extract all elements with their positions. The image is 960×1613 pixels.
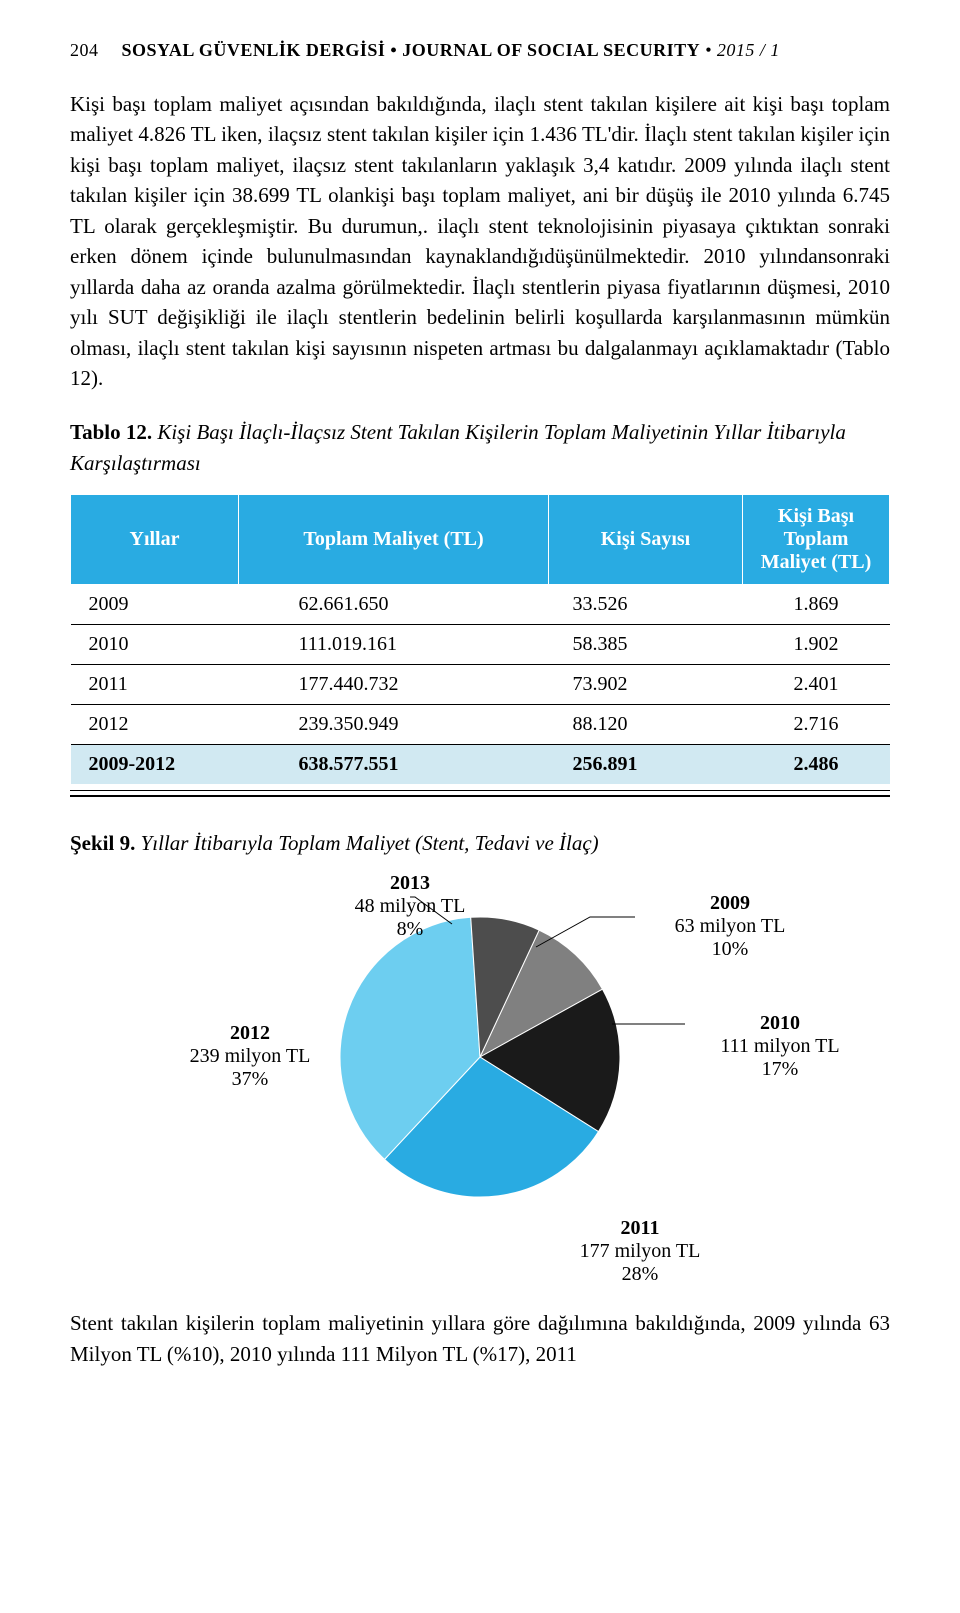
figure9-chart: 200963 milyon TL10% 2010111 milyon TL17% 2… xyxy=(70,862,890,1282)
table-row: 200962.661.65033.5261.869 xyxy=(71,585,890,625)
table-cell: 2.716 xyxy=(743,705,890,745)
running-head: 204 SOSYAL GÜVENLİK DERGİSİ • JOURNAL OF… xyxy=(70,40,890,61)
table-cell: 177.440.732 xyxy=(239,665,549,705)
page: 204 SOSYAL GÜVENLİK DERGİSİ • JOURNAL OF… xyxy=(0,0,960,1419)
journal-name: SOSYAL GÜVENLİK DERGİSİ • JOURNAL OF SOC… xyxy=(122,40,701,60)
table12-head: Yıllar Toplam Maliyet (TL) Kişi Sayısı K… xyxy=(71,495,890,585)
table-cell: 2.486 xyxy=(743,745,890,785)
table12-desc: Kişi Başı İlaçlı-İlaçsız Stent Takılan K… xyxy=(70,420,846,474)
figure9-desc: Yıllar İtibarıyla Toplam Maliyet (Stent,… xyxy=(141,831,599,855)
table12-bottom-rule xyxy=(70,790,890,797)
table-cell: 1.869 xyxy=(743,585,890,625)
pie-slice-label: 2011177 milyon TL28% xyxy=(550,1217,730,1282)
table-row: 2011177.440.73273.9022.401 xyxy=(71,665,890,705)
footer-paragraph: Stent takılan kişilerin toplam maliyetin… xyxy=(70,1308,890,1369)
table-cell: 62.661.650 xyxy=(239,585,549,625)
table-cell: 638.577.551 xyxy=(239,745,549,785)
body-paragraph: Kişi başı toplam maliyet açısından bakıl… xyxy=(70,89,890,393)
table-cell: 2009-2012 xyxy=(71,745,239,785)
table-cell: 2010 xyxy=(71,625,239,665)
figure9-caption: Şekil 9. Yıllar İtibarıyla Toplam Maliye… xyxy=(70,831,890,856)
th-total-cost: Toplam Maliyet (TL) xyxy=(239,495,549,585)
table-cell: 1.902 xyxy=(743,625,890,665)
table-cell: 58.385 xyxy=(549,625,743,665)
pie-slice-label: 2012239 milyon TL37% xyxy=(160,1022,340,1102)
table-total-row: 2009-2012638.577.551256.8912.486 xyxy=(71,745,890,785)
table-cell: 2009 xyxy=(71,585,239,625)
pie-slice-label: 2010111 milyon TL17% xyxy=(690,1012,870,1092)
table-cell: 73.902 xyxy=(549,665,743,705)
table12: Yıllar Toplam Maliyet (TL) Kişi Sayısı K… xyxy=(70,494,890,784)
th-per-person-cost: Kişi Başı Toplam Maliyet (TL) xyxy=(743,495,890,585)
table-cell: 2012 xyxy=(71,705,239,745)
table-row: 2010111.019.16158.3851.902 xyxy=(71,625,890,665)
pie-slice-label: 200963 milyon TL10% xyxy=(640,892,820,972)
table-cell: 2011 xyxy=(71,665,239,705)
figure9-label: Şekil 9. xyxy=(70,831,135,855)
pie-chart-svg: 200963 milyon TL10% 2010111 milyon TL17% 2… xyxy=(80,862,880,1282)
page-number: 204 xyxy=(70,40,99,61)
table-cell: 111.019.161 xyxy=(239,625,549,665)
table12-body: 200962.661.65033.5261.8692010111.019.161… xyxy=(71,585,890,785)
table12-caption: Tablo 12. Kişi Başı İlaçlı-İlaçsız Stent… xyxy=(70,417,890,478)
th-person-count: Kişi Sayısı xyxy=(549,495,743,585)
journal-issue: • 2015 / 1 xyxy=(705,40,780,60)
table-cell: 88.120 xyxy=(549,705,743,745)
table-cell: 33.526 xyxy=(549,585,743,625)
table12-label: Tablo 12. xyxy=(70,420,152,444)
table-row: 2012239.350.94988.1202.716 xyxy=(71,705,890,745)
table-cell: 256.891 xyxy=(549,745,743,785)
pie-slice-label: 201348 milyon TL8% xyxy=(320,872,500,952)
table-cell: 239.350.949 xyxy=(239,705,549,745)
table-cell: 2.401 xyxy=(743,665,890,705)
th-years: Yıllar xyxy=(71,495,239,585)
